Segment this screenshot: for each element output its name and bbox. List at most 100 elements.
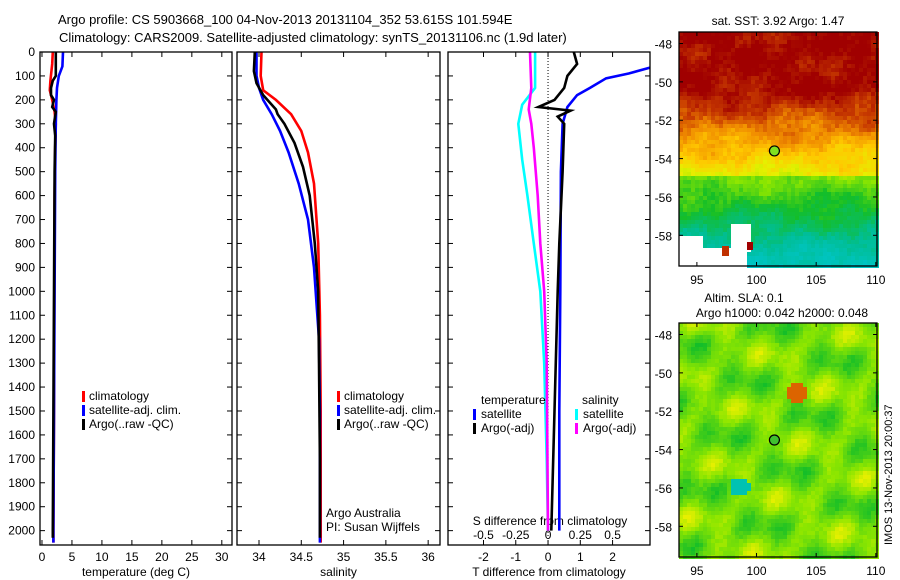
y-tick-label: 2000 xyxy=(8,524,35,538)
x-tick-label: -1 xyxy=(510,550,521,564)
lon-tick-label: 95 xyxy=(690,564,704,578)
x2-tick-label: 0.5 xyxy=(604,528,621,542)
legend-swatch xyxy=(575,423,578,434)
lat-tick-label: -52 xyxy=(655,405,673,419)
x-tick-label: -2 xyxy=(478,550,489,564)
lon-tick-label: 105 xyxy=(806,564,826,578)
legend-swatch xyxy=(575,409,578,420)
legend-label: climatology xyxy=(89,389,149,403)
legend-label: Argo(..raw -QC) xyxy=(344,417,429,431)
lat-tick-label: -58 xyxy=(655,229,673,243)
lon-tick-label: 105 xyxy=(806,273,826,287)
legend-label: satellite-adj. clim. xyxy=(89,403,181,417)
hot-pixel xyxy=(747,242,753,250)
y-tick-label: 1500 xyxy=(8,404,35,418)
series-t-argo-adj- xyxy=(533,51,579,531)
plot-frame xyxy=(39,51,233,546)
panel-difference: -2 -1 0 1 2T difference from climatology -0.5… xyxy=(447,51,651,579)
legend-label: Argo(..raw -QC) xyxy=(89,417,174,431)
y-tick-label: 1400 xyxy=(8,380,35,394)
x-tick-label: 0 xyxy=(39,550,46,564)
legend-label: satellite xyxy=(583,407,624,421)
y-tick-label: 400 xyxy=(15,141,35,155)
lat-tick-label: -58 xyxy=(655,520,673,534)
map-title-2: Argo h1000: 0.042 h2000: 0.048 xyxy=(696,306,868,320)
y-tick-label: 0 xyxy=(28,45,35,59)
legend-swatch xyxy=(473,423,476,434)
title-line1: Argo profile: CS 5903668_100 04-Nov-2013… xyxy=(58,12,513,27)
x-tick-label: 36 xyxy=(421,550,435,564)
legend-label: Argo(-adj) xyxy=(583,421,636,435)
series-t-satellite xyxy=(557,66,651,531)
map-frame xyxy=(678,322,878,558)
argo-position-marker xyxy=(768,145,781,157)
legend-swatch xyxy=(337,405,340,416)
sla-map: -48 -50 -52 -54 -56 -58 95 100 105 110 Altim. SLA:… xyxy=(655,291,886,578)
y-tick-label: 1300 xyxy=(8,356,35,370)
legend-swatch xyxy=(337,419,340,430)
x-tick-label: 0 xyxy=(545,550,552,564)
panel-salinity: 34 34.5 35 35.5 36 salinity climatologysatelli… xyxy=(236,51,441,579)
lat-tick-label: -54 xyxy=(655,153,673,167)
x-tick-label: 30 xyxy=(215,550,229,564)
map-title-1: Altim. SLA: 0.1 xyxy=(704,291,784,305)
hot-pixel xyxy=(722,246,729,256)
plot-frame xyxy=(236,51,441,546)
lon-tick-label: 100 xyxy=(747,564,767,578)
y-tick-label: 200 xyxy=(15,93,35,107)
series-s-satellite xyxy=(516,52,550,531)
argo-position-marker xyxy=(768,434,781,446)
lat-tick-label: -48 xyxy=(655,38,673,52)
y-tick-label: 1900 xyxy=(8,500,35,514)
y-tick-label: 1800 xyxy=(8,476,35,490)
x-tick-label: 20 xyxy=(155,550,169,564)
legend-swatch xyxy=(82,419,85,430)
series-argo-raw-qc- xyxy=(252,51,322,538)
legend-title-temperature: temperature xyxy=(481,393,546,407)
y-tick-label: 1600 xyxy=(8,428,35,442)
y-tick-label: 700 xyxy=(15,213,35,227)
legend-swatch xyxy=(82,391,85,402)
lat-tick-label: -50 xyxy=(655,367,673,381)
title-line2: Climatology: CARS2009. Satellite-adjuste… xyxy=(59,30,567,45)
lon-tick-label: 95 xyxy=(690,273,704,287)
lat-tick-label: -56 xyxy=(655,482,673,496)
y-tick-label: 900 xyxy=(15,260,35,274)
legend-label: satellite-adj. clim. xyxy=(344,403,436,417)
lat-tick-label: -52 xyxy=(655,114,673,128)
x-tick-label: 10 xyxy=(95,550,109,564)
lat-tick-label: -54 xyxy=(655,444,673,458)
x2-axis-label: S difference from climatology xyxy=(473,514,628,528)
series-climatology xyxy=(259,51,323,543)
y-tick-label: 800 xyxy=(15,236,35,250)
y-tick-label: 300 xyxy=(15,117,35,131)
annotation-argo-australia: Argo Australia xyxy=(326,506,401,520)
x-axis-label: T difference from climatology xyxy=(472,565,626,579)
map-frame xyxy=(678,31,878,267)
sst-map: -48 -50 -52 -54 -56 -58 95 100 105 110 sat. SST: 3… xyxy=(655,14,886,287)
lat-tick-label: -56 xyxy=(655,191,673,205)
x2-tick-label: 0.25 xyxy=(569,528,593,542)
x2-tick-label: -0.5 xyxy=(473,528,494,542)
y-tick-label: 1100 xyxy=(9,308,35,322)
x2-tick-label: -0.25 xyxy=(502,528,530,542)
series-argo-raw-qc- xyxy=(49,52,58,538)
legend-title-salinity: salinity xyxy=(582,393,619,407)
map-title: sat. SST: 3.92 Argo: 1.47 xyxy=(712,14,845,28)
y-tick-label: 600 xyxy=(15,189,35,203)
legend-swatch xyxy=(473,409,476,420)
x-tick-label: 35.5 xyxy=(374,550,398,564)
x-tick-label: 34.5 xyxy=(290,550,314,564)
legend-label: Argo(-adj) xyxy=(481,421,534,435)
imos-side-label: IMOS 13-Nov-2013 20:00:37 xyxy=(883,404,895,545)
y-tick-label: 1700 xyxy=(8,452,35,466)
series-satellite-adj-clim- xyxy=(255,52,322,543)
y-tick-label: 100 xyxy=(15,69,35,83)
legend-swatch xyxy=(82,405,85,416)
panel-temperature: 0100200300400500600700800900100011001200… xyxy=(8,45,233,579)
x-tick-label: 1 xyxy=(577,550,584,564)
x-tick-label: 25 xyxy=(185,550,199,564)
lat-tick-label: -48 xyxy=(655,329,673,343)
lon-tick-label: 100 xyxy=(747,273,767,287)
